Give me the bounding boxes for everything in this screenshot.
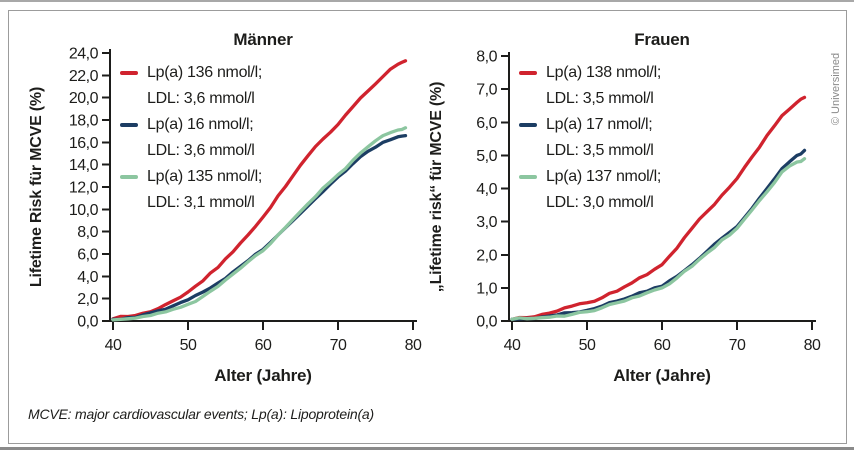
chart-title-maenner: Männer: [233, 30, 293, 49]
legend-item: Lp(a) 17 nmol/l; LDL: 3,5 mmol/l: [519, 112, 719, 164]
x-axis-label-frauen: Alter (Jahre): [613, 366, 711, 385]
copyright-credit: © Universimed: [830, 52, 842, 126]
legend-swatch-icon: [120, 175, 138, 179]
y-tick-label: 3,0: [476, 214, 497, 231]
x-tick-label: 70: [729, 337, 746, 354]
y-tick-label: 6,0: [77, 247, 98, 264]
legend-label-line1: Lp(a) 136 nmol/l;: [147, 64, 262, 81]
legend-swatch-icon: [120, 71, 138, 75]
y-tick-label: 20,0: [69, 90, 99, 107]
legend-maenner: Lp(a) 136 nmol/l; LDL: 3,6 mmol/l Lp(a) 16…: [120, 60, 320, 216]
page-bottom-rule: [0, 447, 854, 450]
legend-label-line1: Lp(a) 16 nmol/l;: [147, 116, 254, 133]
x-tick-label: 60: [255, 337, 272, 354]
series-line-0: [111, 59, 408, 321]
legend-swatch-icon: [519, 71, 537, 75]
y-tick-label: 18,0: [69, 113, 99, 130]
x-tick-label: 50: [579, 337, 596, 354]
legend-item: Lp(a) 135 nmol/l; LDL: 3,1 mmol/l: [120, 164, 320, 216]
y-tick-label: 6,0: [476, 115, 497, 132]
y-tick-label: 5,0: [476, 148, 497, 165]
y-tick-label: 10,0: [69, 202, 99, 219]
x-tick-label: 40: [105, 337, 122, 354]
legend-label-line1: Lp(a) 17 nmol/l;: [546, 116, 653, 133]
y-tick-label: 7,0: [476, 82, 497, 99]
y-tick-label: 22,0: [69, 68, 99, 85]
legend-label-line1: Lp(a) 135 nmol/l;: [147, 168, 262, 185]
y-tick-label: 4,0: [476, 181, 497, 198]
y-tick-label: 1,0: [476, 280, 497, 297]
figure-panel: [8, 10, 847, 444]
legend-frauen: Lp(a) 138 nmol/l; LDL: 3,5 mmol/l Lp(a) 17…: [519, 60, 719, 216]
legend-label-line2: LDL: 3,5 mmol/l: [546, 142, 654, 159]
footnote-abbreviations: MCVE: major cardiovascular events; Lp(a)…: [28, 406, 374, 422]
series-line-2: [111, 126, 408, 322]
legend-item: Lp(a) 138 nmol/l; LDL: 3,5 mmol/l: [519, 60, 719, 112]
y-tick-label: 24,0: [69, 46, 99, 63]
y-tick-label: 2,0: [77, 291, 98, 308]
legend-label-line2: LDL: 3,5 mmol/l: [546, 90, 654, 107]
page-top-rule: [0, 0, 854, 2]
series-line-0: [510, 95, 807, 321]
y-tick-label: 8,0: [476, 49, 497, 66]
y-tick-label: 4,0: [77, 269, 98, 286]
legend-swatch-icon: [519, 175, 537, 179]
legend-label-line2: LDL: 3,0 mmol/l: [546, 194, 654, 211]
legend-swatch-icon: [519, 123, 537, 127]
y-axis-label-frauen: „Lifetime risk“ für MCVE (%): [428, 81, 445, 293]
y-tick-label: 16,0: [69, 135, 99, 152]
y-tick-label: 8,0: [77, 224, 98, 241]
series-line-2: [510, 157, 807, 321]
legend-swatch-icon: [120, 123, 138, 127]
y-tick-label: 2,0: [476, 247, 497, 264]
legend-item: Lp(a) 16 nmol/l; LDL: 3,6 mmol/l: [120, 112, 320, 164]
legend-label-line2: LDL: 3,6 mmol/l: [147, 90, 255, 107]
y-tick-label: 14,0: [69, 157, 99, 174]
x-tick-label: 60: [654, 337, 671, 354]
y-axis-label-maenner: Lifetime Risk für MCVE (%): [28, 86, 45, 288]
chart-title-frauen: Frauen: [634, 30, 690, 49]
x-tick-label: 50: [180, 337, 197, 354]
legend-label-line1: Lp(a) 138 nmol/l;: [546, 64, 661, 81]
x-tick-label: 70: [330, 337, 347, 354]
legend-item: Lp(a) 137 nmol/l; LDL: 3,0 mmol/l: [519, 164, 719, 216]
x-tick-label: 80: [405, 337, 422, 354]
y-tick-label: 0,0: [476, 314, 497, 331]
x-axis-label-maenner: Alter (Jahre): [214, 366, 312, 385]
legend-label-line2: LDL: 3,6 mmol/l: [147, 142, 255, 159]
legend-item: Lp(a) 136 nmol/l; LDL: 3,6 mmol/l: [120, 60, 320, 112]
legend-label-line1: Lp(a) 137 nmol/l;: [546, 168, 661, 185]
y-tick-label: 12,0: [69, 180, 99, 197]
x-tick-label: 40: [504, 337, 521, 354]
x-tick-label: 80: [804, 337, 821, 354]
y-tick-label: 0,0: [77, 314, 98, 331]
legend-label-line2: LDL: 3,1 mmol/l: [147, 194, 255, 211]
